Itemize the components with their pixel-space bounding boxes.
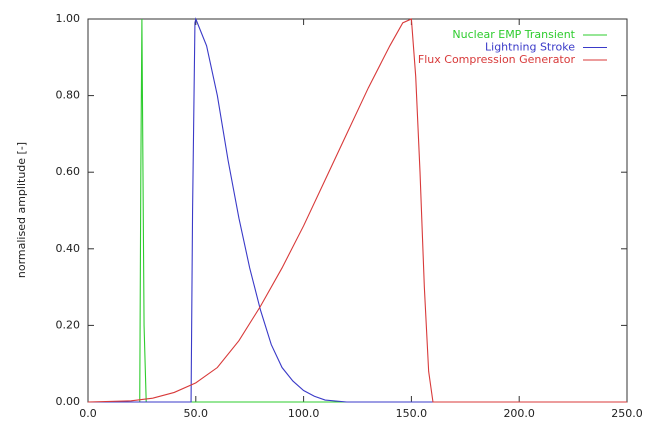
x-tick-label: 200.0 <box>503 407 535 420</box>
y-tick-label: 0.20 <box>56 318 81 331</box>
x-tick-label: 100.0 <box>288 407 320 420</box>
legend-label: Nuclear EMP Transient <box>452 28 575 41</box>
series-line <box>87 18 627 403</box>
x-tick-label: 250.0 <box>611 407 643 420</box>
legend-label: Flux Compression Generator <box>418 53 576 66</box>
series-line <box>88 17 627 403</box>
y-tick-label: 0.80 <box>56 89 81 102</box>
x-tick-label: 0.0 <box>79 407 97 420</box>
y-axis-label: normalised amplitude [-] <box>15 142 28 278</box>
y-tick-label: 0.00 <box>56 395 81 408</box>
x-tick-label: 150.0 <box>396 407 428 420</box>
series-line <box>88 18 627 403</box>
y-tick-label: 0.40 <box>56 242 81 255</box>
plot-frame <box>87 18 628 403</box>
x-tick-label: 50.0 <box>184 407 209 420</box>
legend-label: Lightning Stroke <box>485 41 575 54</box>
y-tick-label: 0.60 <box>56 165 81 178</box>
y-tick-label: 1.00 <box>56 12 81 25</box>
